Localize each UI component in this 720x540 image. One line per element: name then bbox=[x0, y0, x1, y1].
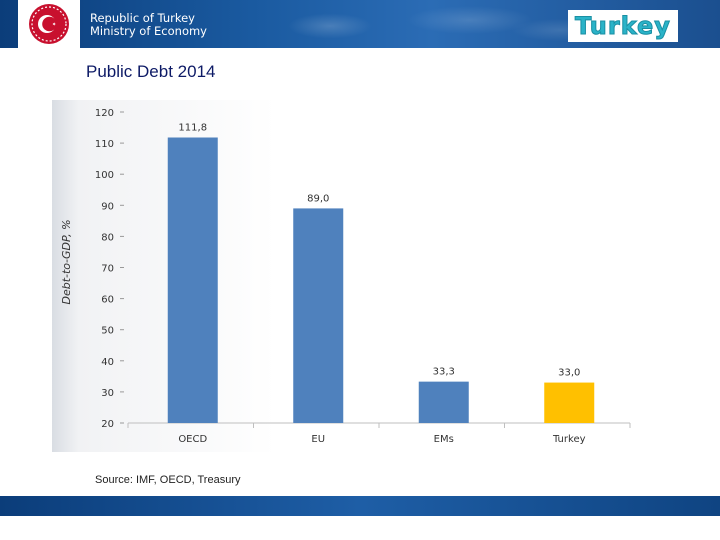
ministry-name: Republic of Turkey Ministry of Economy bbox=[90, 12, 207, 38]
y-tick-label: 40 bbox=[101, 357, 114, 368]
y-tick-label: 60 bbox=[101, 295, 114, 306]
x-tick-label-turkey: Turkey bbox=[552, 434, 586, 445]
data-label-eu: 89,0 bbox=[307, 193, 329, 204]
x-tick-label-eu: EU bbox=[311, 434, 325, 445]
header-line-2: Ministry of Economy bbox=[90, 24, 207, 38]
y-tick-label: 100 bbox=[95, 170, 114, 181]
data-label-ems: 33,3 bbox=[433, 367, 455, 378]
crescent-star-emblem-icon bbox=[29, 4, 69, 44]
header-line-1: Republic of Turkey bbox=[90, 11, 195, 25]
data-label-oecd: 111,8 bbox=[178, 123, 207, 134]
brand-text: Turkey bbox=[575, 12, 671, 41]
y-tick-label: 50 bbox=[101, 326, 114, 337]
bar-ems bbox=[418, 381, 469, 423]
y-tick-label: 30 bbox=[101, 388, 114, 399]
x-tick-label-oecd: OECD bbox=[178, 434, 207, 445]
page-title: Public Debt 2014 bbox=[86, 62, 216, 81]
bar-eu bbox=[293, 208, 344, 423]
plot-background bbox=[52, 100, 276, 452]
footer-bar bbox=[0, 496, 720, 516]
source-note: Source: IMF, OECD, Treasury bbox=[95, 474, 241, 486]
y-tick-label: 20 bbox=[101, 419, 114, 430]
y-tick-label: 70 bbox=[101, 264, 114, 275]
y-tick-label: 90 bbox=[101, 201, 114, 212]
data-label-turkey: 33,0 bbox=[558, 368, 580, 379]
bar-oecd bbox=[167, 137, 218, 423]
y-axis-label: Debt-to-GDP, % bbox=[60, 219, 73, 304]
y-tick-label: 110 bbox=[95, 139, 114, 150]
y-tick-label: 80 bbox=[101, 232, 114, 243]
y-tick-label: 120 bbox=[95, 108, 114, 119]
logo bbox=[18, 0, 80, 48]
turkey-brand-logo: Turkey bbox=[568, 10, 678, 42]
bar-turkey bbox=[544, 382, 595, 423]
x-tick-label-ems: EMs bbox=[434, 434, 454, 445]
